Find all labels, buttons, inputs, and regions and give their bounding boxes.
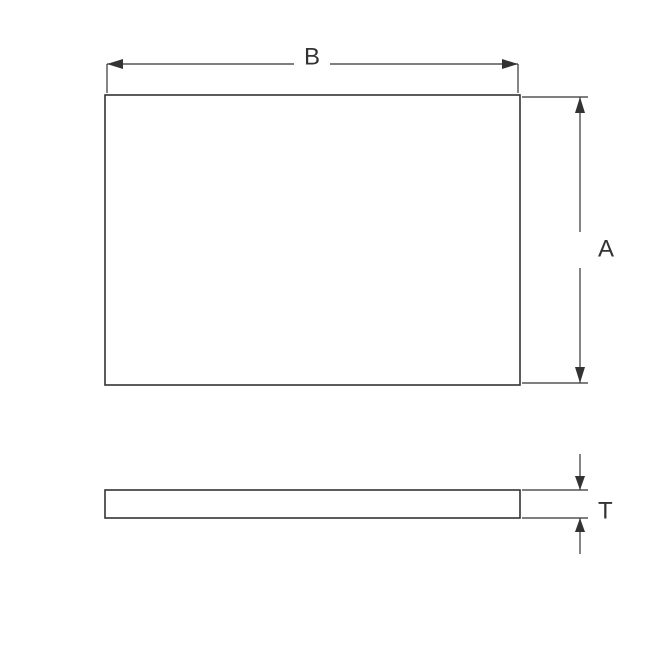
dim-t-label: T xyxy=(598,497,613,524)
dim-b-label: B xyxy=(304,43,320,70)
dim-a-label: A xyxy=(598,235,614,262)
canvas-bg xyxy=(0,0,670,670)
dimension-diagram: B A T xyxy=(0,0,670,670)
